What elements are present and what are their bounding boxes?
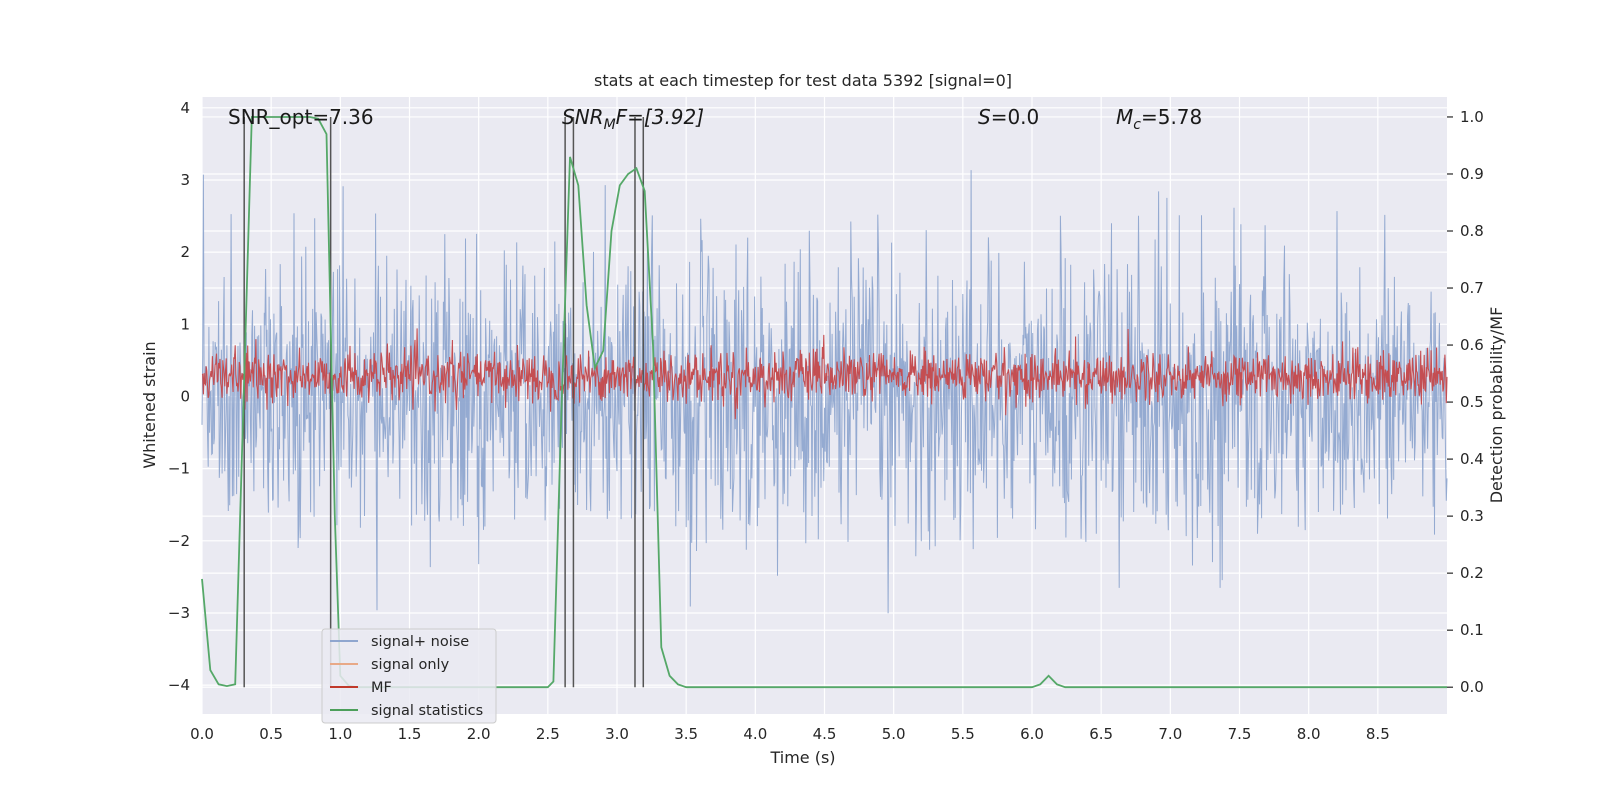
x-tick-label: 7.0 [1158, 725, 1182, 743]
x-tick-label: 2.0 [467, 725, 491, 743]
right-tick-label: 0.9 [1460, 165, 1484, 183]
legend: signal+ noise signal only MF signal statist… [321, 628, 497, 724]
x-tick-label: 8.5 [1366, 725, 1390, 743]
annotation-s: S=0.0 [978, 105, 1039, 129]
left-axis-ticks: −4 −3 −2 −1 0 1 2 3 4 [168, 99, 190, 694]
right-axis-label: Detection probability/MF [1487, 307, 1506, 504]
legend-label: signal statistics [371, 703, 483, 719]
x-tick-label: 3.0 [605, 725, 629, 743]
right-tick-label: 0.0 [1460, 678, 1484, 696]
right-tick-label: 0.6 [1460, 336, 1484, 354]
x-tick-label: 1.0 [328, 725, 352, 743]
x-tick-label: 0.5 [259, 725, 283, 743]
x-axis-label: Time (s) [769, 748, 835, 767]
chart-title: stats at each timestep for test data 539… [594, 71, 1012, 90]
left-tick-label: −3 [168, 604, 190, 622]
right-tick-label: 0.1 [1460, 621, 1484, 639]
mf-series [201, 328, 1448, 420]
x-tick-label: 4.5 [813, 725, 837, 743]
x-tick-label: 6.0 [1020, 725, 1044, 743]
annotation-snr-mf: SNRMF=[3.92] [562, 105, 704, 133]
x-tick-label: 6.5 [1089, 725, 1113, 743]
left-tick-label: 1 [180, 315, 190, 333]
signal-noise-line [201, 170, 1448, 614]
x-tick-label: 4.0 [743, 725, 767, 743]
left-tick-label: 3 [180, 171, 190, 189]
x-tick-label: 1.5 [398, 725, 422, 743]
left-tick-label: 0 [180, 387, 190, 405]
legend-label: MF [371, 680, 392, 696]
signal-noise-series [201, 170, 1448, 614]
legend-label: signal only [371, 657, 450, 673]
annotation-snr-opt: SNR_opt=7.36 [228, 105, 374, 129]
x-tick-label: 8.0 [1297, 725, 1321, 743]
right-tick-label: 1.0 [1460, 108, 1484, 126]
right-axis-ticks: 0.0 0.1 0.2 0.3 0.4 0.5 0.6 0.7 0.8 0.9 1.0 [1447, 108, 1484, 696]
left-tick-label: −1 [168, 460, 190, 478]
left-tick-label: 4 [180, 99, 190, 117]
x-tick-label: 0.0 [190, 725, 214, 743]
x-tick-label: 2.5 [536, 725, 560, 743]
legend-frame [321, 628, 497, 724]
right-tick-label: 0.7 [1460, 279, 1484, 297]
right-tick-label: 0.2 [1460, 564, 1484, 582]
signal-statistics-series [201, 116, 1447, 689]
signal-statistics-line [201, 116, 1447, 689]
x-tick-label: 5.0 [882, 725, 906, 743]
left-tick-label: −4 [168, 676, 190, 694]
x-axis-ticks: 0.0 0.5 1.0 1.5 2.0 2.5 3.0 3.5 4.0 4.5 5.0 5.5 6.0 6… [190, 725, 1390, 743]
x-tick-label: 7.5 [1228, 725, 1252, 743]
left-axis-label: Whitened strain [140, 341, 159, 468]
right-tick-label: 0.5 [1460, 393, 1484, 411]
left-tick-label: 2 [180, 243, 190, 261]
x-tick-label: 5.5 [951, 725, 975, 743]
mf-line [201, 328, 1448, 420]
x-tick-label: 3.5 [674, 725, 698, 743]
legend-label: signal+ noise [371, 634, 469, 650]
right-tick-label: 0.4 [1460, 450, 1484, 468]
right-tick-label: 0.3 [1460, 507, 1484, 525]
left-tick-label: −2 [168, 532, 190, 550]
right-tick-label: 0.8 [1460, 222, 1484, 240]
annotation-mc: Mc=5.78 [1116, 105, 1202, 133]
